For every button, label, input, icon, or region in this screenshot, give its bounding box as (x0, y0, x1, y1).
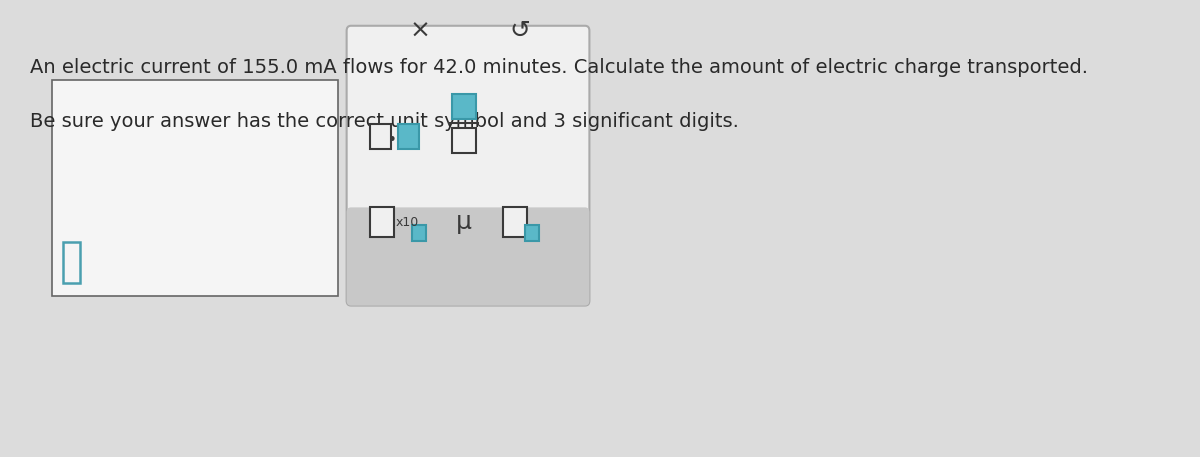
FancyBboxPatch shape (64, 242, 80, 283)
Text: μ: μ (456, 210, 472, 234)
FancyBboxPatch shape (347, 207, 589, 306)
FancyBboxPatch shape (503, 207, 527, 237)
FancyBboxPatch shape (397, 124, 419, 149)
FancyBboxPatch shape (370, 207, 395, 237)
FancyBboxPatch shape (451, 94, 476, 119)
FancyBboxPatch shape (412, 225, 426, 241)
Text: x10: x10 (396, 216, 419, 228)
Text: •: • (388, 133, 397, 148)
FancyBboxPatch shape (52, 80, 338, 296)
FancyBboxPatch shape (451, 128, 476, 154)
Text: Be sure your answer has the correct unit symbol and 3 significant digits.: Be sure your answer has the correct unit… (30, 112, 739, 131)
FancyBboxPatch shape (526, 225, 539, 241)
Text: ↺: ↺ (510, 19, 530, 43)
Text: ×: × (410, 19, 431, 43)
Text: An electric current of 155.0 mA flows for 42.0 minutes. Calculate the amount of : An electric current of 155.0 mA flows fo… (30, 58, 1088, 77)
FancyBboxPatch shape (370, 124, 391, 149)
FancyBboxPatch shape (347, 26, 589, 306)
